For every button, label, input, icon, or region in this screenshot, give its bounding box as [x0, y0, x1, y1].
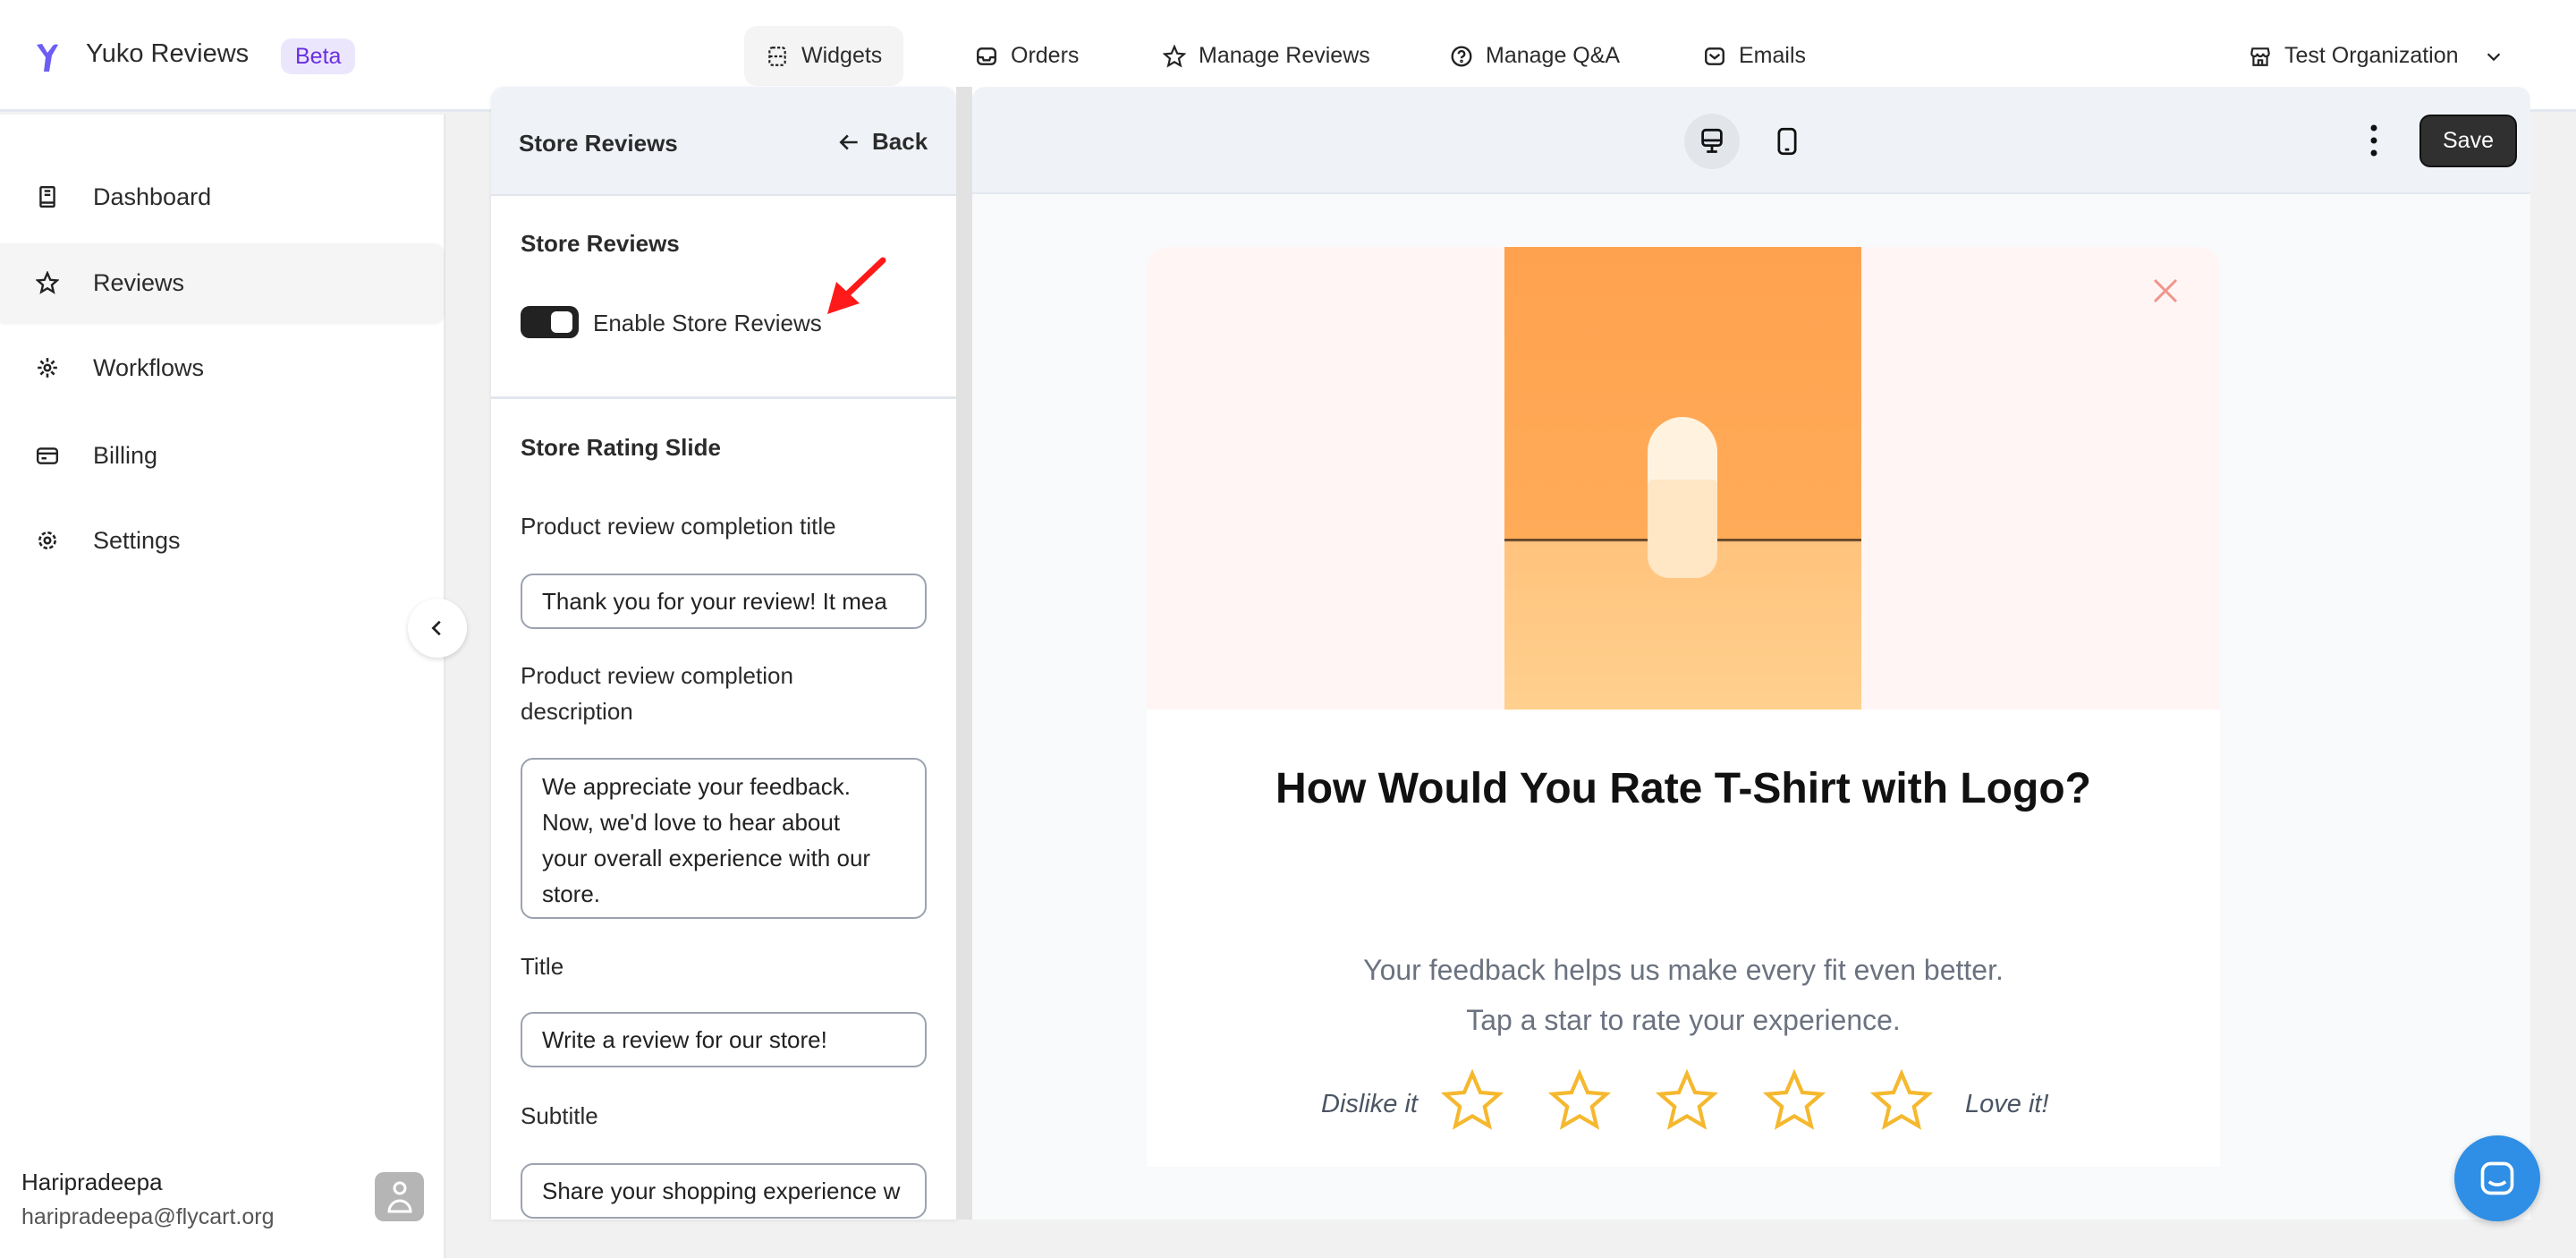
- popup-heading: How Would You Rate T-Shirt with Logo?: [1275, 765, 2091, 812]
- nav-emails[interactable]: Emails: [1682, 26, 1827, 86]
- completion-title-input[interactable]: Thank you for your review! It mea: [521, 574, 927, 629]
- field-label: Title: [521, 953, 564, 980]
- org-switcher[interactable]: Test Organization: [2227, 26, 2525, 86]
- textarea-line: We appreciate your feedback.: [542, 773, 851, 800]
- sidebar-item-settings[interactable]: Settings: [0, 501, 444, 580]
- mail-icon: [1705, 47, 1724, 65]
- mobile-icon: [1777, 127, 1797, 156]
- divider: [491, 396, 956, 399]
- desktop-view-button[interactable]: [1684, 114, 1740, 169]
- nav-label: Manage Q&A: [1486, 43, 1621, 68]
- field-label: Product review completion title: [521, 513, 836, 540]
- nav-manage-qa[interactable]: Manage Q&A: [1428, 26, 1641, 86]
- sidebar-item-reviews[interactable]: Reviews: [0, 243, 444, 322]
- nav-label: Widgets: [801, 43, 883, 68]
- nav-label: Manage Reviews: [1199, 43, 1370, 68]
- field-label: Product review completion: [521, 662, 793, 689]
- dislike-label: Dislike it: [1321, 1090, 1418, 1118]
- org-label: Test Organization: [2284, 43, 2459, 68]
- app-title: Yuko Reviews: [86, 39, 250, 68]
- red-arrow-annotation-icon: [827, 257, 886, 314]
- section-title: Store Rating Slide: [521, 434, 721, 461]
- nav-widgets[interactable]: Widgets: [744, 26, 904, 86]
- avatar[interactable]: [375, 1172, 424, 1221]
- more-options-button[interactable]: [2360, 123, 2387, 158]
- billing-icon: [36, 447, 59, 464]
- save-button[interactable]: Save: [2421, 116, 2515, 166]
- field-label: Subtitle: [521, 1102, 598, 1129]
- widget-preview: Save How Would You Rate T-Shirt with Log…: [972, 87, 2530, 1220]
- nav-label: Orders: [1011, 43, 1080, 68]
- chat-icon: [2480, 1161, 2514, 1195]
- sidebar-item-label: Billing: [93, 441, 158, 469]
- sidebar-item-billing[interactable]: Billing: [0, 416, 444, 495]
- mobile-view-button[interactable]: [1759, 114, 1815, 169]
- rating-star-4-icon[interactable]: [1762, 1068, 1826, 1133]
- gear-icon: [38, 358, 57, 378]
- user-email: haripradeepa@flycart.org: [21, 1204, 275, 1229]
- collapse-sidebar-button[interactable]: [408, 599, 467, 658]
- sidebar: Dashboard Reviews Workflows Billing Sett…: [0, 115, 445, 1258]
- nav-manage-reviews[interactable]: Manage Reviews: [1141, 26, 1392, 86]
- toggle-label: Enable Store Reviews: [593, 310, 822, 336]
- panel-title: Store Reviews: [519, 130, 678, 157]
- book-icon: [39, 185, 55, 208]
- arrow-left-icon: [839, 133, 858, 150]
- textarea-line: your overall experience with our: [542, 845, 871, 871]
- title-input[interactable]: Write a review for our store!: [521, 1012, 927, 1067]
- chevron-down-icon: [2487, 52, 2500, 61]
- textarea-line: store.: [542, 880, 601, 907]
- desktop-icon: [1701, 128, 1723, 153]
- rating-star-5-icon[interactable]: [1869, 1068, 1934, 1133]
- settings-panel: Store Reviews Back Store Reviews Enable …: [491, 87, 956, 1220]
- user-icon: [386, 1181, 412, 1212]
- popup-subtext-1: Your feedback helps us make every fit ev…: [1363, 954, 2004, 986]
- back-button[interactable]: Back: [838, 128, 928, 156]
- star-icon: [1163, 44, 1186, 68]
- settings-icon: [38, 531, 56, 549]
- store-icon: [2250, 47, 2270, 66]
- rating-star-1-icon[interactable]: [1440, 1068, 1504, 1133]
- yuko-logo-icon: [37, 44, 58, 72]
- panel-scrollbar[interactable]: [956, 87, 972, 1220]
- sidebar-item-label: Reviews: [93, 268, 185, 296]
- textarea-line: Now, we'd love to hear about: [542, 809, 841, 836]
- sidebar-item-label: Dashboard: [93, 183, 212, 210]
- preview-toolbar: Save: [972, 87, 2530, 194]
- field-label: description: [521, 698, 633, 725]
- completion-description-textarea[interactable]: We appreciate your feedback. Now, we'd l…: [521, 758, 927, 919]
- back-label: Back: [872, 128, 928, 155]
- close-icon[interactable]: [2152, 277, 2179, 304]
- popup-image-area: [1147, 247, 2220, 710]
- chat-launcher-button[interactable]: [2454, 1135, 2540, 1221]
- widgets-icon: [768, 46, 786, 66]
- question-icon: [1451, 46, 1472, 66]
- inbox-icon: [977, 47, 996, 65]
- nav-label: Emails: [1739, 43, 1807, 68]
- sidebar-item-workflows[interactable]: Workflows: [0, 328, 444, 407]
- sidebar-item-label: Settings: [93, 526, 181, 554]
- star-icon: [36, 271, 59, 294]
- product-image: [1504, 247, 1861, 710]
- user-name: Haripradeepa: [21, 1169, 163, 1195]
- earbuds-shape: [1648, 417, 1717, 489]
- beta-badge: Beta: [281, 38, 356, 74]
- toggle-knob: [551, 311, 572, 333]
- section-title: Store Reviews: [521, 230, 680, 257]
- panel-header: Store Reviews Back: [491, 87, 956, 196]
- nav-orders[interactable]: Orders: [953, 26, 1100, 86]
- love-label: Love it!: [1965, 1090, 2049, 1118]
- sidebar-item-label: Workflows: [93, 353, 205, 381]
- star-rating: [1440, 1068, 1934, 1133]
- sidebar-item-dashboard[interactable]: Dashboard: [0, 157, 444, 236]
- rating-star-3-icon[interactable]: [1655, 1068, 1719, 1133]
- chevron-left-icon: [431, 620, 441, 636]
- review-popup-card: How Would You Rate T-Shirt with Logo? Yo…: [1147, 247, 2220, 1167]
- popup-subtext-2: Tap a star to rate your experience.: [1466, 1004, 1901, 1036]
- enable-store-reviews-toggle[interactable]: [521, 306, 579, 338]
- rating-star-2-icon[interactable]: [1547, 1068, 1612, 1133]
- subtitle-input[interactable]: Share your shopping experience w: [521, 1163, 927, 1219]
- kebab-menu-icon: [2370, 124, 2377, 157]
- case-shape: [1648, 480, 1717, 578]
